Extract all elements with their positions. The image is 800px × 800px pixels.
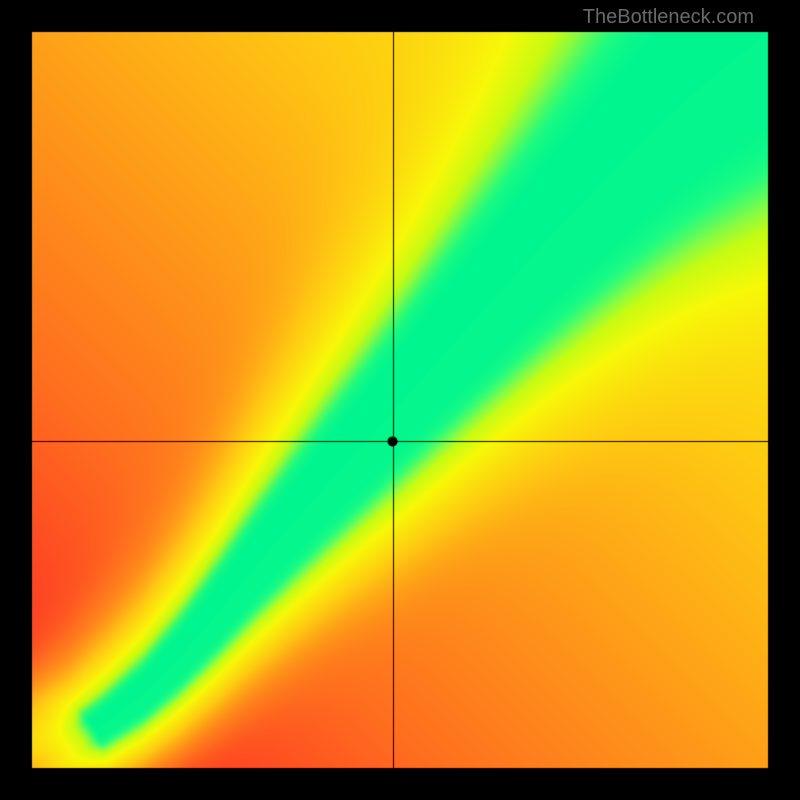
- attribution-text: TheBottleneck.com: [583, 6, 754, 29]
- heatmap-canvas: [0, 0, 800, 800]
- bottleneck-heatmap: [0, 0, 800, 800]
